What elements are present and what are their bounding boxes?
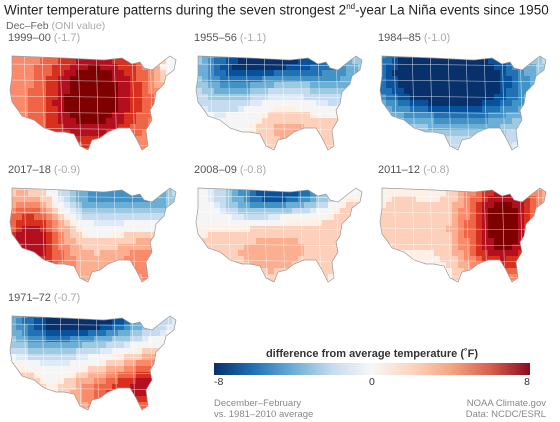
page-subtitle: Dec–Feb (ONI value) <box>6 20 106 32</box>
map-panel-1971–72: 1971–72 (-0.7) <box>4 292 184 420</box>
panel-label: 2011–12 (-0.8) <box>378 164 450 176</box>
panel-label: 1999–00 (-1.7) <box>8 32 81 44</box>
us-temperature-map <box>9 315 177 411</box>
panel-label: 1984–85 (-1.0) <box>378 32 451 44</box>
map-panel-1955–56: 1955–56 (-1.1) <box>190 32 370 160</box>
map-panel-1999–00: 1999–00 (-1.7) <box>4 32 184 160</box>
us-outline <box>9 187 177 283</box>
us-outline <box>9 315 177 411</box>
us-temperature-map <box>379 55 547 151</box>
legend-min-label: -8 <box>214 376 224 388</box>
footnote-period: December–February vs. 1981–2010 average <box>214 398 314 420</box>
us-outline <box>9 55 177 151</box>
us-temperature-map <box>195 187 363 283</box>
map-panel-2011–12: 2011–12 (-0.8) <box>374 164 554 292</box>
us-temperature-map <box>9 187 177 283</box>
panel-label: 1971–72 (-0.7) <box>8 292 81 304</box>
legend-mid-label: 0 <box>369 376 375 388</box>
footnote-source: NOAA Climate.gov Data: NCDC/ESRL <box>465 398 546 420</box>
us-temperature-map <box>379 187 547 283</box>
panel-label: 2008–09 (-0.8) <box>194 164 267 176</box>
page-title: Winter temperature patterns during the s… <box>4 2 549 18</box>
us-temperature-map <box>195 55 363 151</box>
panel-label: 1955–56 (-1.1) <box>194 32 267 44</box>
legend-title: difference from average temperature (˚F) <box>265 348 479 360</box>
map-panel-2017–18: 2017–18 (-0.9) <box>4 164 184 292</box>
us-outline <box>379 55 547 151</box>
us-temperature-map <box>9 55 177 151</box>
map-panel-1984–85: 1984–85 (-1.0) <box>374 32 554 160</box>
legend-max-label: 8 <box>524 376 530 388</box>
us-outline <box>379 187 547 283</box>
map-panel-2008–09: 2008–09 (-0.8) <box>190 164 370 292</box>
us-outline <box>195 187 363 283</box>
legend-color-bar <box>214 363 530 375</box>
panel-label: 2017–18 (-0.9) <box>8 164 81 176</box>
us-outline <box>195 55 363 151</box>
color-legend: difference from average temperature (˚F)… <box>214 348 530 389</box>
